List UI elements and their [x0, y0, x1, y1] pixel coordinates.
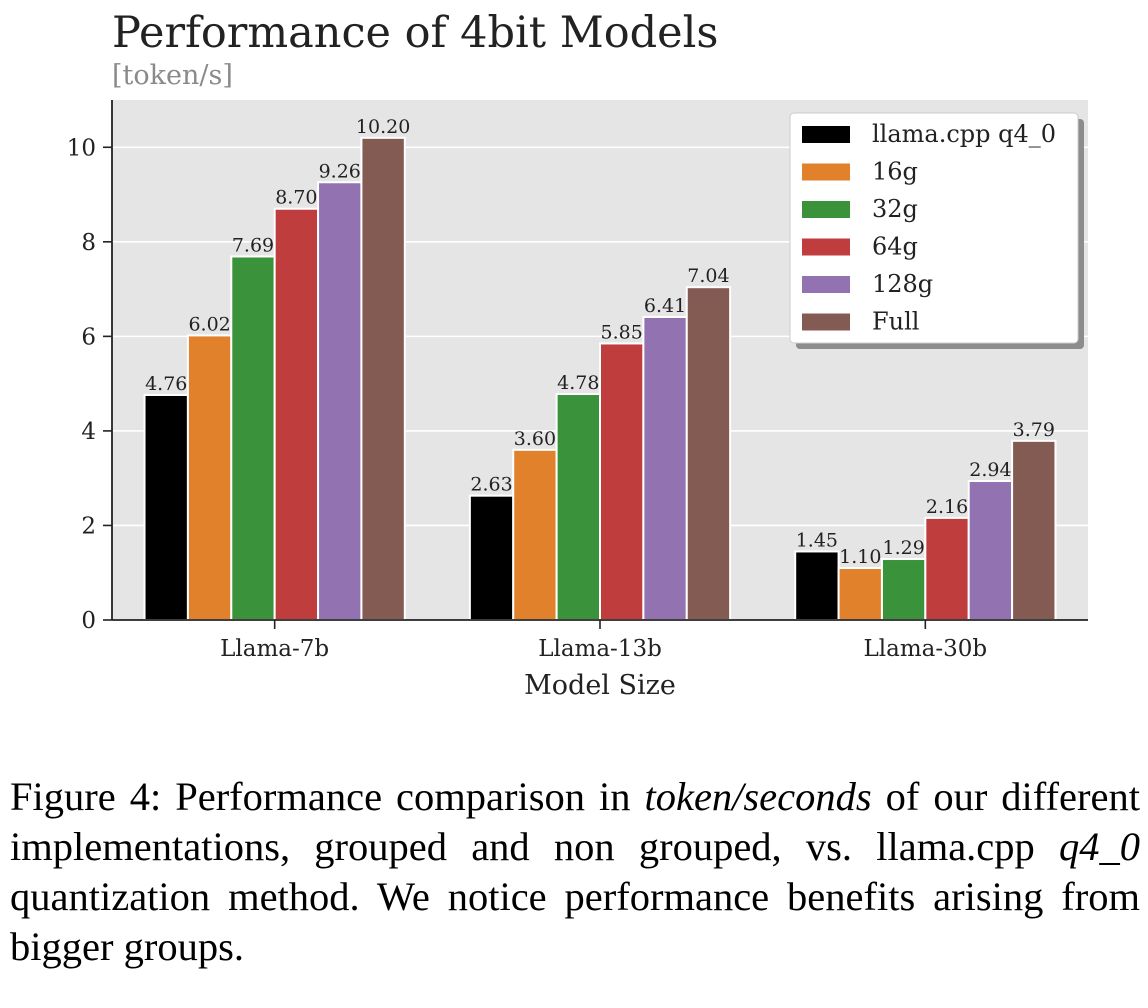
caption-emphasis-unit: token/seconds: [644, 774, 872, 819]
bar-1-4: [642, 315, 688, 621]
legend-swatch-5: [802, 313, 850, 331]
bar-value-label-2-3: 2.16: [926, 496, 968, 518]
bar-2-2: [880, 558, 927, 622]
bar-value-label-0-3: 8.70: [275, 187, 317, 209]
caption-prefix: Figure 4: Performance comparison in: [10, 774, 645, 819]
bar-1-3: [599, 342, 645, 621]
legend-label-0: llama.cpp q4_0: [872, 120, 1056, 148]
y-tick-label-4: 4: [81, 419, 96, 445]
bar-0-0: [143, 393, 189, 621]
bar-value-label-0-1: 6.02: [188, 313, 230, 335]
x-tick-label-1: Llama-13b: [538, 636, 662, 662]
bar-value-label-2-5: 3.79: [1013, 419, 1055, 441]
bar-2-3: [924, 516, 970, 622]
legend-swatch-4: [802, 276, 850, 293]
caption-suffix: quantization method. We notice performan…: [10, 874, 1140, 969]
legend-swatch-1: [802, 163, 850, 181]
bar-value-label-0-5: 10.20: [356, 116, 410, 138]
chart-subtitle: [token/s]: [112, 60, 233, 91]
legend-label-5: Full: [872, 308, 919, 336]
bar-1-1: [512, 448, 558, 621]
legend-label-4: 128g: [872, 270, 933, 298]
bar-value-label-2-0: 1.45: [796, 529, 838, 551]
legend-box: [789, 112, 1079, 344]
legend-swatch-2: [802, 201, 850, 218]
bar-2-4: [967, 480, 1014, 621]
bar-1-5: [685, 286, 732, 621]
caption-emphasis-method: q4_0: [1059, 824, 1140, 869]
bar-0-2: [230, 255, 276, 621]
bar-value-label-0-4: 9.26: [319, 160, 361, 182]
bar-2-1: [837, 567, 883, 621]
bar-value-label-0-2: 7.69: [232, 234, 274, 256]
bar-1-2: [555, 393, 601, 622]
y-tick-label-0: 0: [81, 608, 96, 634]
bar-0-3: [273, 207, 320, 622]
bar-value-labels: 4.76 6.02 7.69 8.709.26 10.20 2.63 3.60 4.78 5.8…: [145, 116, 1055, 568]
bar-value-label-1-5: 7.04: [687, 265, 729, 287]
bar-value-label-1-3: 5.85: [601, 321, 643, 343]
bar-2-0: [794, 550, 840, 621]
bar-value-label-2-4: 2.94: [969, 459, 1011, 481]
bar-1-0: [468, 494, 515, 621]
bar-value-label-2-1: 1.10: [839, 546, 881, 568]
y-tick-label-8: 8: [81, 230, 96, 256]
y-axis-ticks: 0 2 4 6 8 10: [67, 135, 112, 634]
legend: llama.cpp q4_0 16g 32g 64g 128g Full: [789, 112, 1084, 349]
bar-2-5: [1011, 439, 1057, 621]
bar-value-label-2-2: 1.29: [882, 537, 924, 559]
legend-label-1: 16g: [872, 158, 918, 186]
bar-value-label-1-1: 3.60: [514, 428, 556, 450]
bar-0-5: [360, 136, 406, 621]
x-axis-ticks: Llama-7b Llama-13b Llama-30b: [220, 620, 987, 662]
bar-value-label-1-2: 4.78: [557, 372, 599, 394]
y-tick-label-6: 6: [81, 324, 96, 350]
legend-swatch-0: [802, 126, 850, 143]
x-axis-label: Model Size: [524, 670, 676, 701]
bar-value-label-1-0: 2.63: [470, 474, 512, 496]
bar-chart: Performance of 4bit Models [token/s] 4.7…: [67, 8, 1088, 701]
legend-swatch-3: [802, 238, 850, 256]
caption-middle: of our different implementations, groupe…: [10, 774, 1140, 869]
chart-title: Performance of 4bit Models: [112, 8, 718, 58]
y-tick-label-10: 10: [67, 135, 96, 161]
x-tick-label-0: Llama-7b: [220, 636, 329, 662]
x-tick-label-2: Llama-30b: [864, 636, 988, 662]
legend-label-3: 64g: [872, 233, 918, 261]
bar-0-1: [186, 334, 233, 621]
y-tick-label-2: 2: [81, 513, 96, 539]
bar-value-label-1-4: 6.41: [644, 295, 686, 317]
bar-0-4: [317, 181, 363, 621]
bar-value-label-0-0: 4.76: [145, 373, 187, 395]
figure-caption: Figure 4: Performance comparison in toke…: [10, 772, 1140, 972]
legend-label-2: 32g: [872, 195, 918, 223]
bars: [143, 136, 1057, 622]
